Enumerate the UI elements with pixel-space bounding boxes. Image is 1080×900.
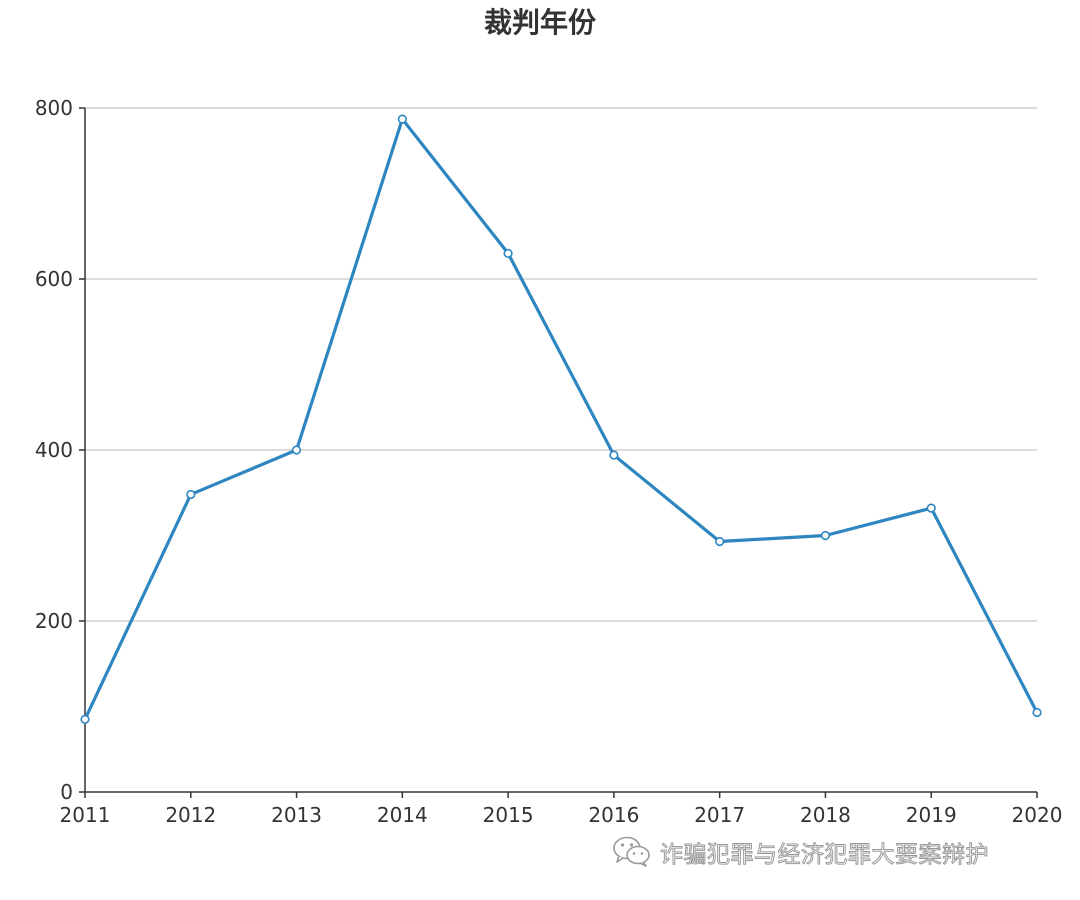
x-tick-label: 2012 [165,803,216,827]
data-point [503,248,513,258]
x-tick-label: 2013 [271,803,322,827]
series-line [83,117,1039,721]
data-points [80,114,1042,724]
x-tick-label: 2020 [1012,803,1063,827]
data-point [926,503,936,513]
x-tick-label: 2017 [694,803,745,827]
data-point [291,445,302,455]
y-tick-label: 400 [35,438,73,462]
watermark-text: 诈骗犯罪与经济犯罪大要案辩护 [660,842,990,869]
data-point [80,714,90,724]
x-tick-label: 2014 [377,803,428,827]
data-point [715,536,725,547]
watermark: 诈骗犯罪与经济犯罪大要案辩护 [612,832,989,872]
x-tick-label: 2018 [800,803,851,827]
data-point [609,450,619,460]
y-tick-label: 200 [35,609,73,633]
chart-title: 裁判年份 [484,6,596,39]
data-point [186,489,196,500]
x-tick-label: 2016 [588,803,639,827]
axes [79,107,1038,798]
gridlines [85,107,1037,622]
y-tick-label: 0 [60,780,73,804]
series-line [83,117,1039,721]
y-tick-label: 800 [35,96,73,120]
x-tick-label: 2011 [60,803,111,827]
x-tick-label: 2019 [906,803,957,827]
wechat-icon [613,836,650,867]
x-tick-label: 2015 [483,803,534,827]
data-point [820,530,831,541]
y-tick-labels: 0 200 400 600 800 [35,96,73,804]
x-tick-labels: 2011 2012 2013 2014 2015 2016 2017 2018 2019 2020 [60,803,1063,827]
y-tick-label: 600 [35,267,73,291]
data-point [397,114,407,124]
data-point [1032,707,1042,718]
